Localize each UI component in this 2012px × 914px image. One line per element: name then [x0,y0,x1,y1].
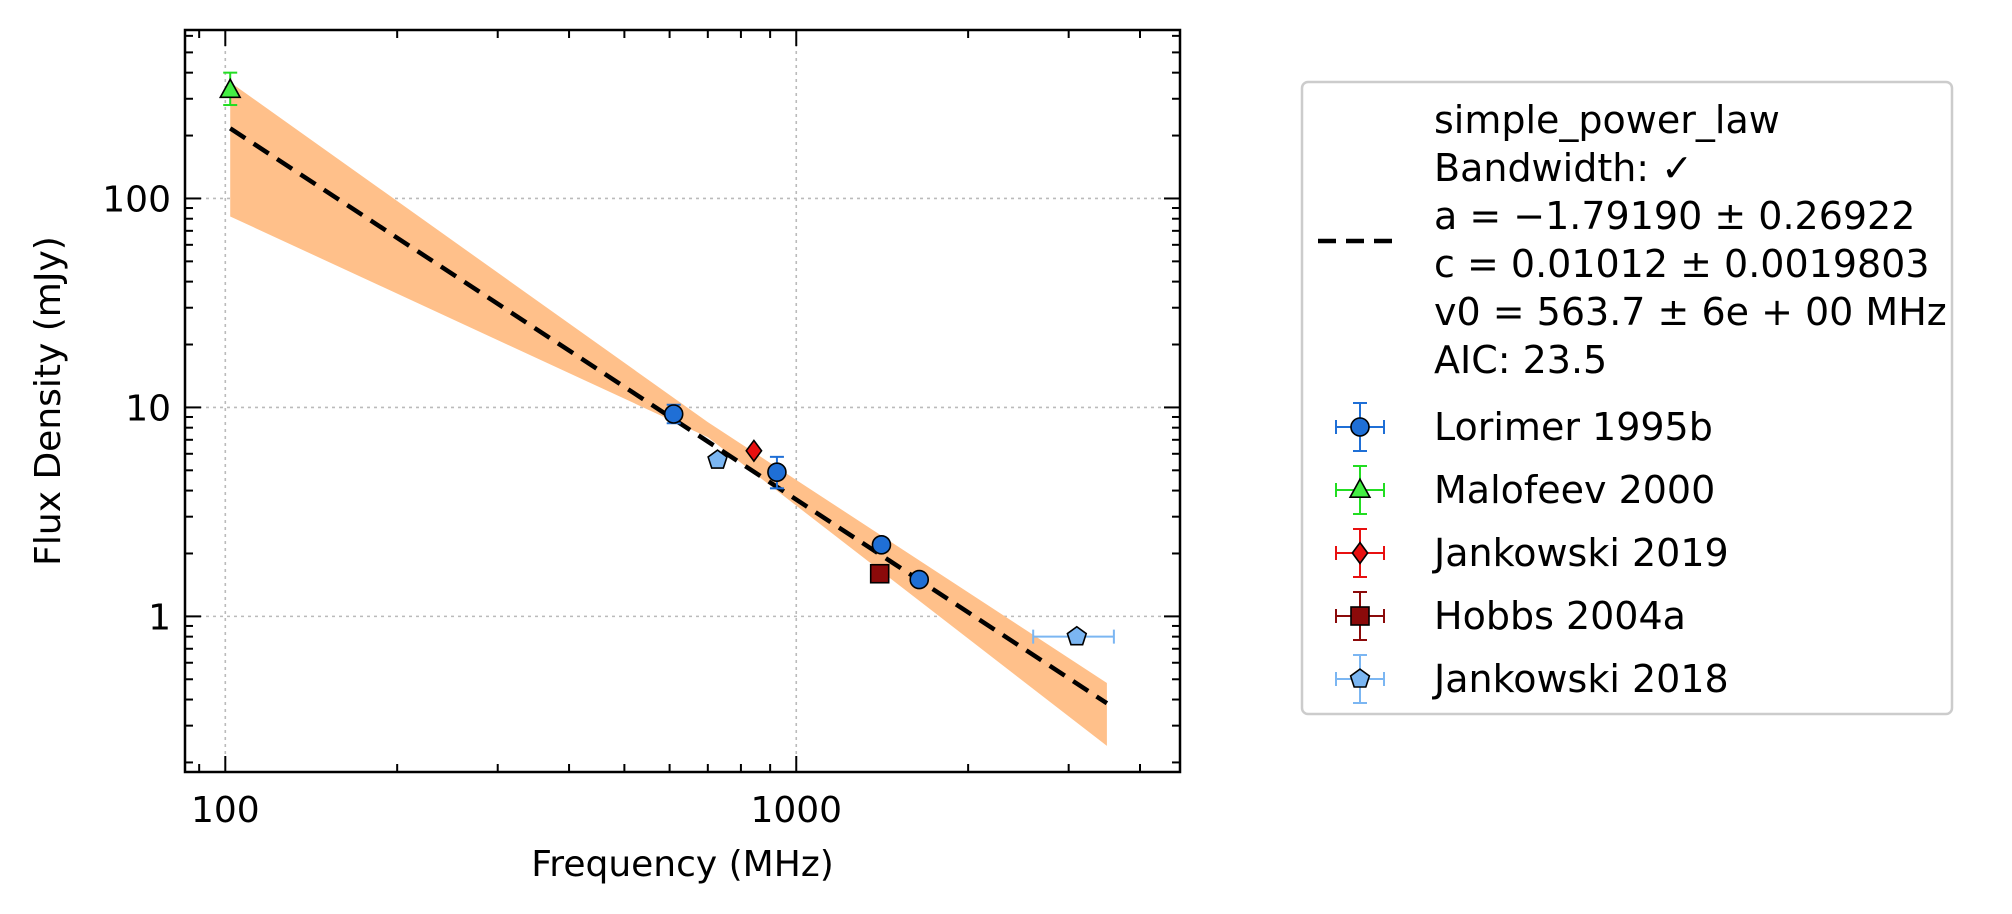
y-tick-label: 1 [148,597,171,638]
series-lorimer-1995b [663,403,930,590]
legend-fit-text-line: AIC: 23.5 [1434,338,1607,382]
legend-series-entries: Lorimer 1995b Malofeev 2000 Jankowski 2019… [1335,402,1729,704]
legend-box [1300,80,1954,716]
legend-entry: Jankowski 2019 [1335,528,1729,578]
data-point [909,569,930,590]
legend-marker [1350,606,1370,626]
series-jankowski-2018 [707,449,1115,646]
data-point [707,449,728,469]
x-tick-label: 1000 [750,790,842,831]
data-point [871,535,892,555]
legend-marker [1350,417,1370,437]
legend-fit-text-line: Bandwidth: ✓ [1434,146,1693,190]
tick-labels: 100 1000 1 10 100 [102,179,842,831]
legend-entry: Hobbs 2004a [1335,591,1686,641]
data-point [218,77,242,99]
legend-series-label: Lorimer 1995b [1434,405,1713,449]
data-points [218,71,1115,646]
legend-series-label: Malofeev 2000 [1434,468,1715,512]
fit-line-path [228,126,1109,706]
legend-series-label: Jankowski 2019 [1432,531,1729,575]
data-point [1066,625,1088,646]
legend-entry: Jankowski 2018 [1335,654,1729,704]
legend-marker [1351,541,1369,565]
legend-entry: Lorimer 1995b [1335,402,1713,452]
legend-marker [1349,668,1371,688]
series-malofeev-2000 [218,71,242,107]
legend-fit-text-line: c = 0.01012 ± 0.0019803 [1434,242,1930,286]
legend-series-label: Jankowski 2018 [1432,657,1729,701]
legend-fit-text-line: a = −1.79190 ± 0.26922 [1434,194,1915,238]
axis-ticks [185,30,1180,772]
legend-fit-text-line: simple_power_law [1434,98,1780,142]
series-hobbs-2004a [869,563,890,584]
y-tick-label: 10 [125,388,171,429]
data-point [767,462,787,482]
y-axis-label: Flux Density (mJy) [28,236,69,566]
data-point [663,404,684,424]
series-jankowski-2019 [745,439,763,463]
legend-entry: Malofeev 2000 [1335,465,1715,515]
plot-frame [183,28,1182,774]
legend-fit-text-line: v0 = 563.7 ± 6e + 00 MHz [1434,290,1947,334]
y-tick-label: 100 [102,179,171,220]
data-point [745,439,763,463]
x-axis-label: Frequency (MHz) [531,844,834,885]
legend-series-label: Hobbs 2004a [1434,594,1686,638]
data-point [869,563,890,584]
fit-line [228,126,1109,706]
x-tick-label: 100 [191,790,260,831]
legend-marker [1348,477,1372,499]
